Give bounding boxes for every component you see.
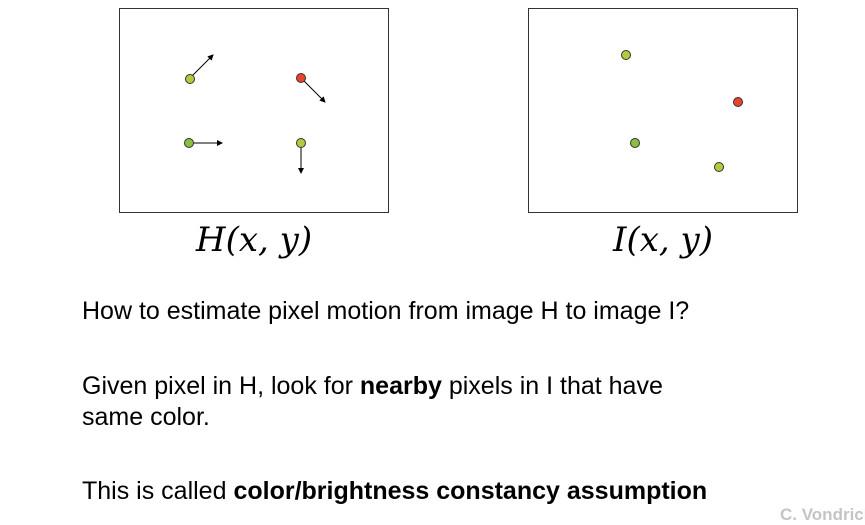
given-line2: same color.: [82, 403, 210, 431]
motion-arrow-1: [189, 54, 214, 79]
image-h-panel: [119, 8, 389, 213]
pixel-dot-i-4: [714, 162, 724, 172]
pixel-dot-h-1: [185, 74, 195, 84]
pixel-dot-h-3: [184, 138, 194, 148]
image-i-symbol: I: [613, 220, 627, 260]
pixel-dot-h-4: [296, 138, 306, 148]
called-part1: This is called: [82, 477, 234, 505]
given-bold: nearby: [359, 372, 442, 400]
image-i-args: (x, y): [626, 220, 713, 260]
image-h-args: (x, y): [225, 220, 313, 260]
credit-text: C. Vondrick: [780, 505, 865, 524]
question-text: How to estimate pixel motion from image …: [82, 297, 690, 325]
assumption-text: This is called color/brightness constanc…: [82, 476, 707, 507]
given-text: Given pixel in H, look for nearby pixels…: [82, 371, 663, 433]
called-bold: color/brightness constancy assumption: [233, 477, 708, 505]
image-i-label: I(x, y): [528, 220, 798, 260]
pixel-dot-h-2: [296, 73, 306, 83]
image-h-symbol: H: [195, 220, 226, 260]
pixel-dot-i-2: [733, 97, 743, 107]
image-h-label: H(x, y): [119, 220, 389, 260]
image-h-diagram: [184, 54, 326, 174]
pixel-dot-i-3: [630, 138, 640, 148]
image-i-diagram: [621, 50, 743, 172]
given-part2: pixels in I that have: [441, 372, 663, 400]
image-i-panel: [528, 8, 798, 213]
given-part1: Given pixel in H, look for: [82, 372, 360, 400]
motion-arrow-2: [301, 78, 326, 103]
pixel-dot-i-1: [621, 50, 631, 60]
